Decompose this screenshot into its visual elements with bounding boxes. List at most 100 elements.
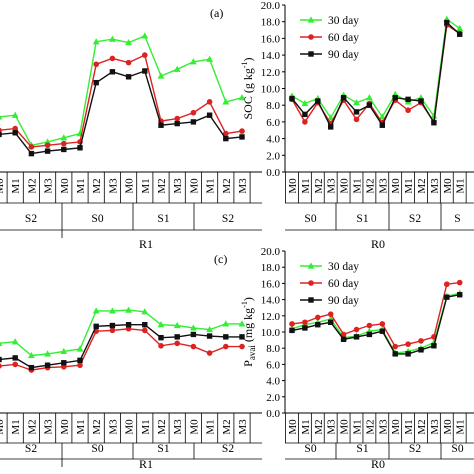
y-tick-label: 18.0 xyxy=(261,262,281,274)
data-point-square xyxy=(418,347,424,353)
x-tick-label: M1 xyxy=(205,178,217,193)
x-tick-label: M2 xyxy=(364,419,376,434)
legend-label: 30 day xyxy=(328,261,359,273)
data-point-triangle xyxy=(206,325,213,333)
data-point-square xyxy=(12,355,18,361)
data-point-circle xyxy=(174,340,180,347)
data-point-square xyxy=(457,31,463,37)
data-point-circle xyxy=(302,319,308,326)
y-tick-label: 6.0 xyxy=(266,359,280,371)
data-point-triangle xyxy=(206,55,213,62)
y-tick-label: 8.0 xyxy=(266,343,280,355)
data-point-square xyxy=(174,334,180,340)
data-point-circle xyxy=(190,109,197,116)
data-point-triangle xyxy=(173,65,181,72)
x-tick-label: M1 xyxy=(140,419,152,434)
data-point-circle xyxy=(405,107,411,114)
y-tick-label: 14.0 xyxy=(261,295,281,307)
data-point-circle xyxy=(142,327,148,334)
series-line xyxy=(0,70,243,155)
data-point-triangle xyxy=(173,321,181,329)
data-point-triangle xyxy=(430,112,438,119)
data-point-square xyxy=(444,19,450,26)
data-point-square xyxy=(93,79,99,86)
x-tick-label: M3 xyxy=(429,419,441,435)
data-point-circle xyxy=(444,281,450,288)
data-point-circle xyxy=(239,343,245,350)
x-tick-label: M3 xyxy=(107,178,119,194)
y-axis-title-part: ) xyxy=(241,57,255,61)
data-point-square xyxy=(392,94,398,101)
data-point-square xyxy=(431,120,437,126)
x-tick-label: M2 xyxy=(313,419,325,434)
data-point-triangle xyxy=(190,324,197,331)
data-point-triangle xyxy=(222,320,230,327)
group-label: R1 xyxy=(139,457,153,471)
data-point-triangle xyxy=(0,115,3,120)
data-point-square xyxy=(109,322,116,329)
x-tick-label: M2 xyxy=(221,178,233,193)
series-line xyxy=(0,328,242,371)
x-tick-label: M3 xyxy=(429,178,441,194)
y-axis-title: Pavai (mg kg-1) xyxy=(240,297,257,367)
x-tick-label: M1 xyxy=(352,178,364,193)
data-point-triangle xyxy=(109,35,116,42)
data-point-square xyxy=(61,146,67,153)
series-line xyxy=(291,21,461,129)
data-point-circle xyxy=(0,363,2,369)
x-tick-label: M2 xyxy=(91,419,103,434)
data-point-square xyxy=(44,148,51,154)
data-point-triangle xyxy=(157,72,165,79)
data-point-triangle xyxy=(60,347,68,355)
data-point-square xyxy=(28,150,35,157)
x-tick-label: M1 xyxy=(75,419,87,434)
y-axis-title-part: -1 xyxy=(240,61,249,68)
x-tick-label: M0 xyxy=(0,419,6,435)
data-point-square xyxy=(206,112,213,118)
x-tick-label: M0 xyxy=(339,419,351,435)
x-tick-label: M0 xyxy=(0,178,6,194)
data-point-square xyxy=(190,119,197,125)
legend-marker xyxy=(308,51,314,57)
x-tick-label: M1 xyxy=(300,419,312,434)
data-point-square xyxy=(190,331,197,338)
data-point-circle xyxy=(206,350,213,356)
data-point-circle xyxy=(353,326,360,333)
y-tick-label: 2.0 xyxy=(266,392,280,404)
y-axis-title-part: (mg kg xyxy=(241,308,255,345)
x-tick-label: M1 xyxy=(75,178,87,193)
data-point-circle xyxy=(61,140,67,147)
y-tick-label: 4.0 xyxy=(266,376,280,388)
data-point-triangle xyxy=(238,320,246,327)
y-tick-label: 0.0 xyxy=(266,408,280,420)
y-tick-label: 12.0 xyxy=(261,67,281,79)
data-point-square xyxy=(328,319,334,325)
data-point-circle xyxy=(302,119,308,125)
data-point-triangle xyxy=(44,350,51,357)
data-point-square xyxy=(142,322,148,328)
x-tick-label: M2 xyxy=(416,178,428,193)
x-tick-label: M0 xyxy=(287,419,299,435)
x-tick-label: M2 xyxy=(26,178,38,193)
x-tick-label: M2 xyxy=(416,419,428,434)
y-axis-title: SOC (g kg-1) xyxy=(240,57,255,119)
series-group xyxy=(0,306,246,373)
subgroup-label: S1 xyxy=(356,213,368,225)
data-point-square xyxy=(328,124,334,130)
x-tick-label: M1 xyxy=(455,419,467,434)
x-tick-label: M3 xyxy=(377,419,389,435)
data-point-triangle xyxy=(11,338,19,345)
data-point-triangle xyxy=(456,24,464,31)
subgroup-label: S0 xyxy=(91,443,103,455)
data-point-circle xyxy=(366,322,373,329)
data-point-triangle xyxy=(0,341,3,346)
x-tick-label: M1 xyxy=(10,419,22,434)
x-tick-label: M3 xyxy=(43,419,55,435)
data-point-circle xyxy=(456,279,463,286)
x-tick-label: M1 xyxy=(352,419,364,434)
data-point-triangle xyxy=(327,114,335,121)
x-tick-label: M0 xyxy=(339,178,351,194)
data-point-triangle xyxy=(92,38,100,45)
x-tick-label: M1 xyxy=(300,178,312,193)
data-point-square xyxy=(223,135,229,142)
